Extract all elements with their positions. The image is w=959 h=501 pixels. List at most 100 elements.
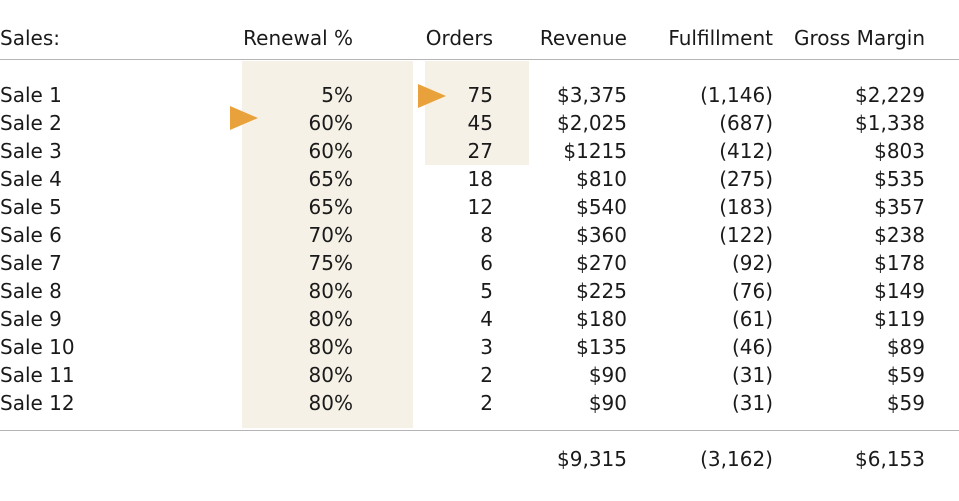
fulfillment-value: (46) bbox=[731, 335, 773, 359]
table-row: Sale 1 5% 75 $3,375 (1,146) $2,229 bbox=[0, 81, 959, 109]
orders-top-highlight bbox=[425, 61, 529, 165]
renewal-pct: 60% bbox=[308, 111, 353, 135]
sale-label: Sale 8 bbox=[0, 279, 62, 303]
renewal-pct: 80% bbox=[308, 363, 353, 387]
header-renewal: Renewal % bbox=[243, 26, 353, 50]
renewal-pct: 80% bbox=[308, 307, 353, 331]
renewal-pct: 70% bbox=[308, 223, 353, 247]
orders-count: 2 bbox=[480, 391, 493, 415]
gross-margin-value: $357 bbox=[874, 195, 925, 219]
fulfillment-value: (76) bbox=[731, 279, 773, 303]
sale-label: Sale 7 bbox=[0, 251, 62, 275]
header-gross-margin: Gross Margin bbox=[793, 26, 925, 50]
sale-label: Sale 4 bbox=[0, 167, 62, 191]
table-row: Sale 9 80% 4 $180 (61) $119 bbox=[0, 305, 959, 333]
renewal-pct: 5% bbox=[321, 83, 353, 107]
header-sales: Sales: bbox=[0, 26, 60, 50]
revenue-value: $360 bbox=[576, 223, 627, 247]
orders-count: 8 bbox=[480, 223, 493, 247]
sale-label: Sale 6 bbox=[0, 223, 62, 247]
revenue-value: $270 bbox=[576, 251, 627, 275]
sale-label: Sale 3 bbox=[0, 139, 62, 163]
revenue-value: $135 bbox=[576, 335, 627, 359]
table-row: Sale 8 80% 5 $225 (76) $149 bbox=[0, 277, 959, 305]
gross-margin-value: $238 bbox=[874, 223, 925, 247]
table-row: Sale 2 60% 45 $2,025 (687) $1,338 bbox=[0, 109, 959, 137]
fulfillment-value: (31) bbox=[731, 391, 773, 415]
fulfillment-value: (61) bbox=[731, 307, 773, 331]
revenue-value: $2,025 bbox=[557, 111, 627, 135]
revenue-value: $540 bbox=[576, 195, 627, 219]
fulfillment-value: (412) bbox=[719, 139, 773, 163]
gross-margin-value: $178 bbox=[874, 251, 925, 275]
table-row: Sale 4 65% 18 $810 (275) $535 bbox=[0, 165, 959, 193]
table-row: Sale 10 80% 3 $135 (46) $89 bbox=[0, 333, 959, 361]
table-row: Sale 3 60% 27 $1215 (412) $803 bbox=[0, 137, 959, 165]
revenue-value: $810 bbox=[576, 167, 627, 191]
table-header: Sales: Renewal % Orders Revenue Fulfillm… bbox=[0, 24, 959, 52]
revenue-value: $1215 bbox=[563, 139, 627, 163]
sale-label: Sale 9 bbox=[0, 307, 62, 331]
fulfillment-value: (92) bbox=[731, 251, 773, 275]
table-row: Sale 7 75% 6 $270 (92) $178 bbox=[0, 249, 959, 277]
fulfillment-value: (275) bbox=[719, 167, 773, 191]
gross-margin-value: $119 bbox=[874, 307, 925, 331]
orders-count: 4 bbox=[480, 307, 493, 331]
renewal-pct: 80% bbox=[308, 391, 353, 415]
totals-row: $9,315 (3,162) $6,153 bbox=[0, 445, 959, 473]
totals-divider bbox=[0, 430, 959, 431]
orders-count: 3 bbox=[480, 335, 493, 359]
gross-margin-value: $535 bbox=[874, 167, 925, 191]
sale-label: Sale 2 bbox=[0, 111, 62, 135]
sale-label: Sale 5 bbox=[0, 195, 62, 219]
renewal-pct: 65% bbox=[308, 195, 353, 219]
gross-margin-value: $89 bbox=[886, 335, 925, 359]
renewal-pct: 80% bbox=[308, 335, 353, 359]
sale-label: Sale 12 bbox=[0, 391, 75, 415]
gross-margin-value: $149 bbox=[874, 279, 925, 303]
gross-margin-value: $59 bbox=[886, 363, 925, 387]
revenue-value: $180 bbox=[576, 307, 627, 331]
revenue-value: $90 bbox=[588, 363, 627, 387]
fulfillment-value: (183) bbox=[719, 195, 773, 219]
table-row: Sale 11 80% 2 $90 (31) $59 bbox=[0, 361, 959, 389]
total-revenue: $9,315 bbox=[557, 447, 627, 471]
table-row: Sale 12 80% 2 $90 (31) $59 bbox=[0, 389, 959, 417]
fulfillment-value: (1,146) bbox=[700, 83, 773, 107]
renewal-pct: 75% bbox=[308, 251, 353, 275]
orders-count: 5 bbox=[480, 279, 493, 303]
orders-count: 27 bbox=[467, 139, 493, 163]
revenue-value: $3,375 bbox=[557, 83, 627, 107]
gross-margin-value: $59 bbox=[886, 391, 925, 415]
fulfillment-value: (31) bbox=[731, 363, 773, 387]
renewal-column-highlight bbox=[242, 61, 413, 428]
orders-count: 2 bbox=[480, 363, 493, 387]
total-fulfillment: (3,162) bbox=[700, 447, 773, 471]
renewal-pct: 80% bbox=[308, 279, 353, 303]
pointer-arrow-icon bbox=[230, 106, 258, 130]
gross-margin-value: $2,229 bbox=[855, 83, 925, 107]
sale-label: Sale 10 bbox=[0, 335, 75, 359]
revenue-value: $225 bbox=[576, 279, 627, 303]
orders-count: 75 bbox=[467, 83, 493, 107]
header-divider bbox=[0, 59, 959, 60]
orders-count: 45 bbox=[467, 111, 493, 135]
header-fulfillment: Fulfillment bbox=[668, 26, 773, 50]
orders-count: 12 bbox=[467, 195, 493, 219]
pointer-arrow-icon bbox=[418, 84, 446, 108]
sale-label: Sale 1 bbox=[0, 83, 62, 107]
total-gross-margin: $6,153 bbox=[855, 447, 925, 471]
fulfillment-value: (687) bbox=[719, 111, 773, 135]
header-revenue: Revenue bbox=[539, 26, 627, 50]
renewal-pct: 60% bbox=[308, 139, 353, 163]
gross-margin-value: $1,338 bbox=[855, 111, 925, 135]
table-row: Sale 6 70% 8 $360 (122) $238 bbox=[0, 221, 959, 249]
orders-count: 6 bbox=[480, 251, 493, 275]
table-row: Sale 5 65% 12 $540 (183) $357 bbox=[0, 193, 959, 221]
header-orders: Orders bbox=[425, 26, 493, 50]
fulfillment-value: (122) bbox=[719, 223, 773, 247]
renewal-pct: 65% bbox=[308, 167, 353, 191]
gross-margin-value: $803 bbox=[874, 139, 925, 163]
sale-label: Sale 11 bbox=[0, 363, 75, 387]
